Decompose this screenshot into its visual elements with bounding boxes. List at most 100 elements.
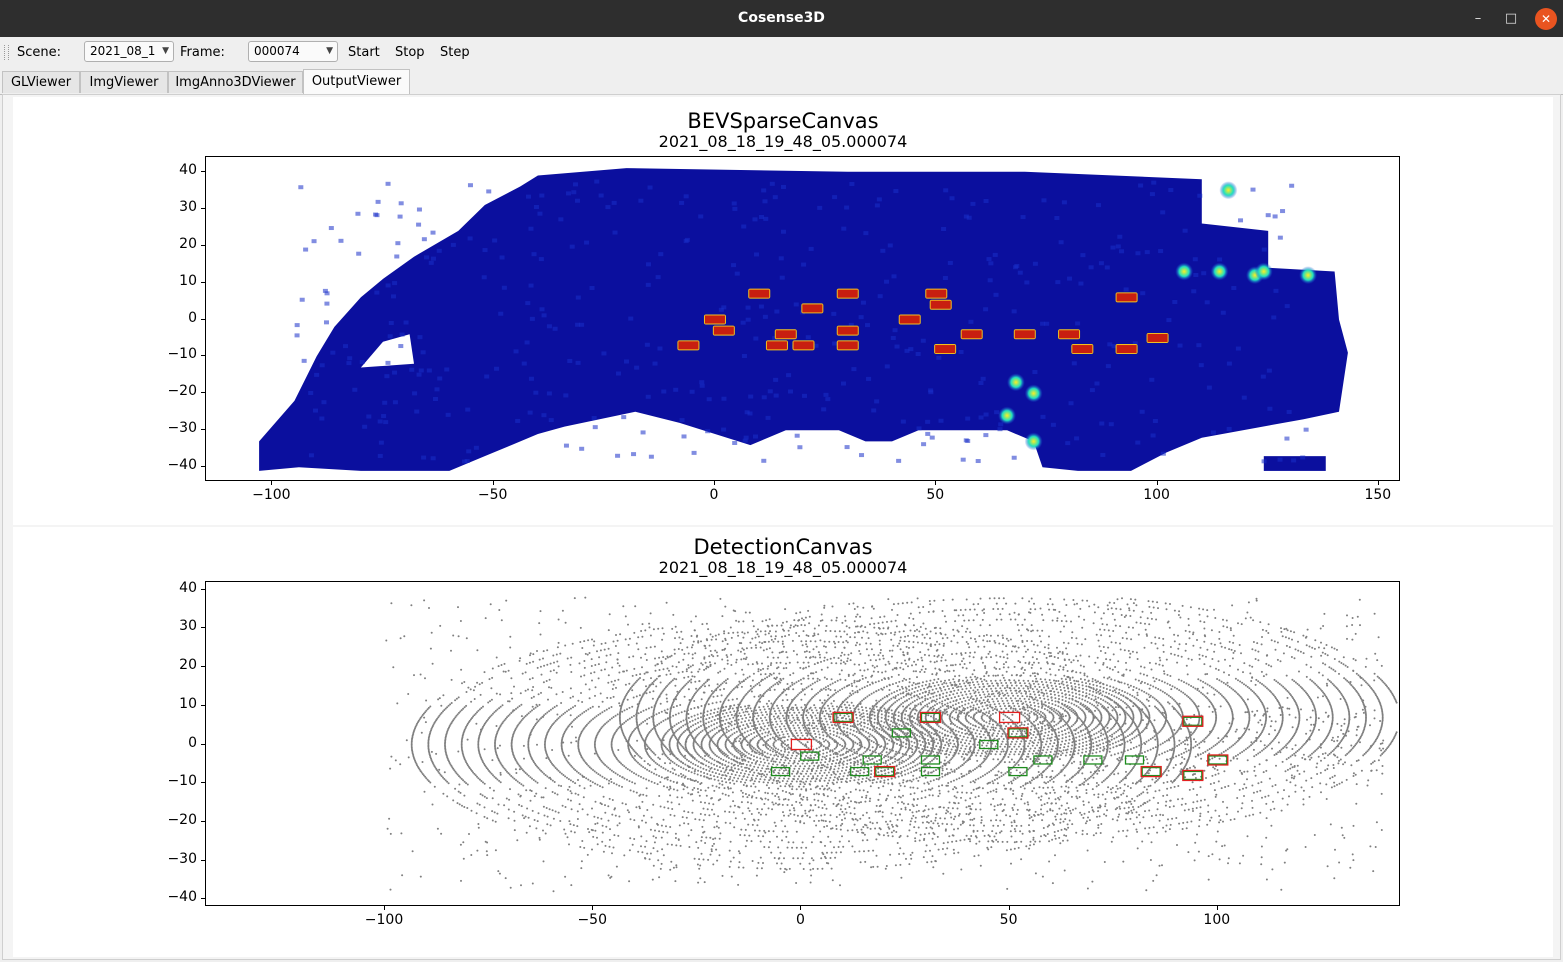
close-icon[interactable]: ✕ (1535, 8, 1557, 30)
tab-glviewer[interactable]: GLViewer (2, 71, 80, 93)
point (872, 736, 875, 739)
point (506, 770, 508, 773)
point (647, 732, 650, 735)
point (515, 779, 517, 782)
bev-cell (988, 261, 994, 266)
point (835, 746, 838, 749)
point (605, 721, 608, 724)
point (794, 820, 797, 823)
point (1131, 768, 1133, 771)
point (806, 734, 809, 737)
stop-button[interactable]: Stop (395, 45, 425, 60)
point (727, 708, 730, 711)
point (768, 700, 770, 702)
bev-cell (983, 198, 989, 203)
point (577, 739, 580, 742)
point (750, 747, 753, 750)
point (631, 756, 634, 759)
point (931, 692, 934, 695)
start-button[interactable]: Start (348, 45, 380, 60)
point (662, 830, 665, 833)
point (612, 750, 614, 753)
point (476, 775, 478, 778)
detection-plot-area[interactable] (205, 581, 1400, 906)
point (520, 783, 523, 786)
bev-cell (1191, 289, 1197, 294)
point (532, 759, 535, 762)
point (612, 640, 615, 643)
point (742, 724, 745, 727)
point (871, 664, 874, 667)
point (1105, 753, 1108, 756)
point (590, 672, 592, 675)
point (696, 753, 699, 756)
bev-cell (1193, 272, 1199, 277)
point (850, 652, 853, 655)
point (660, 662, 663, 665)
point (852, 674, 855, 677)
point (868, 817, 871, 819)
point (611, 799, 614, 801)
point (644, 767, 647, 770)
point (621, 785, 623, 788)
bev-cell (929, 435, 935, 440)
point (928, 654, 931, 657)
point (946, 841, 949, 844)
point (772, 803, 775, 806)
point (630, 716, 633, 719)
step-button[interactable]: Step (440, 45, 470, 60)
point (500, 723, 503, 726)
tab-imgviewer[interactable]: ImgViewer (80, 71, 168, 93)
tab-imganno3dviewer[interactable]: ImgAnno3DViewer (168, 71, 303, 93)
point (725, 740, 727, 743)
maximize-icon[interactable]: □ (1504, 11, 1518, 26)
point (1038, 786, 1041, 789)
point (465, 782, 468, 785)
point (715, 820, 718, 823)
point (749, 685, 752, 687)
point (990, 769, 993, 772)
point (916, 746, 918, 749)
point (1122, 752, 1125, 755)
point (528, 661, 531, 664)
point (915, 777, 918, 780)
point (977, 795, 980, 798)
bev-cell (412, 391, 418, 396)
point (891, 825, 894, 828)
point (732, 631, 735, 634)
point (974, 768, 976, 771)
y-tick-label: 20 (179, 235, 197, 252)
point (477, 745, 480, 747)
point (882, 654, 884, 657)
tab-outputviewer[interactable]: OutputViewer (303, 69, 410, 94)
bev-cell (987, 278, 993, 283)
bev-cell (734, 271, 740, 276)
point (901, 774, 903, 777)
point (756, 756, 758, 759)
point (446, 706, 449, 709)
point (1139, 748, 1142, 750)
bev-cell (1044, 321, 1050, 326)
toolbar-grip-icon[interactable] (4, 45, 9, 60)
minimize-icon[interactable]: – (1474, 11, 1482, 26)
point (706, 714, 709, 716)
point (873, 721, 876, 724)
point (1054, 775, 1057, 778)
bev-plot-area[interactable] (205, 156, 1400, 481)
output-viewer-panel: BEVSparseCanvas 2021_08_18_19_48_05.0000… (2, 94, 1561, 960)
point (574, 704, 577, 707)
point (563, 756, 566, 759)
point (736, 697, 738, 700)
point (527, 745, 530, 747)
point (506, 716, 508, 719)
point (442, 710, 444, 713)
point (1137, 728, 1139, 731)
point (769, 737, 772, 740)
point (705, 722, 707, 725)
point (852, 742, 855, 744)
point (953, 634, 956, 637)
point (1170, 728, 1173, 731)
scene-select[interactable]: 2021_08_1 ▼ (84, 41, 174, 62)
frame-select[interactable]: 000074 ▼ (248, 41, 338, 62)
point (799, 729, 802, 732)
